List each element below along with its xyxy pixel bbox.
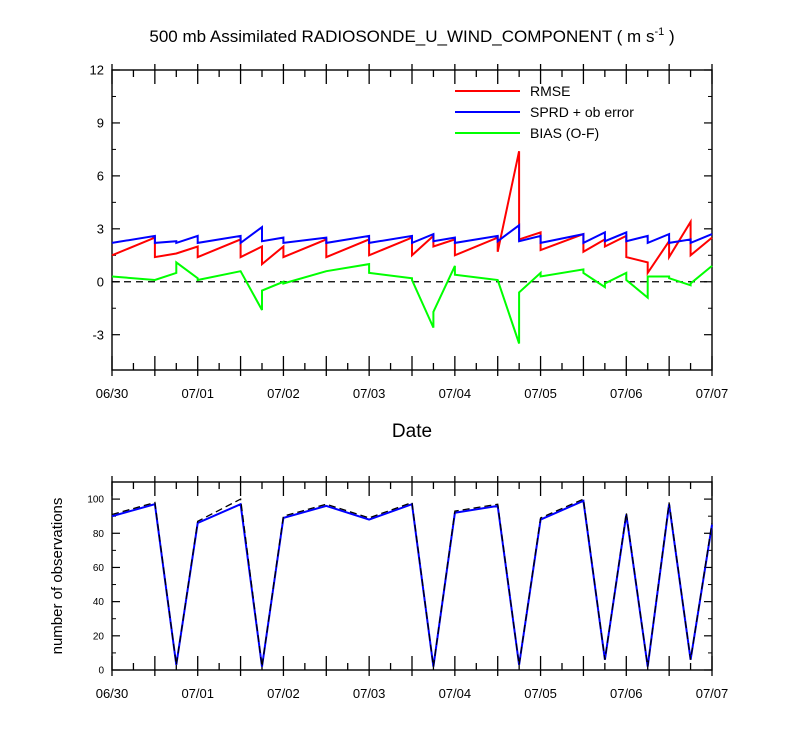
y-tick-label: 3 (97, 221, 104, 236)
x-tick-label: 07/03 (353, 686, 386, 701)
x-tick-label: 07/01 (181, 686, 214, 701)
y-tick-label: 12 (90, 63, 104, 78)
y-tick-label: 20 (93, 631, 105, 642)
bottom-plot-area: 0 20 40 60 80 100 06/30 07/01 07/02 07/03 07/04 07… (87, 476, 728, 701)
y-tick-label: 9 (97, 115, 104, 130)
y-tick-label: 60 (93, 563, 105, 574)
x-tick-label: 07/04 (439, 686, 472, 701)
y-tick-label: 0 (98, 666, 104, 677)
x-tick-label: 07/07 (696, 386, 729, 401)
x-tick-label: 07/06 (610, 386, 643, 401)
chart-title-sup: -1 (654, 26, 664, 38)
x-tick-label: 06/30 (96, 386, 129, 401)
top-x-ticks: 06/30 07/01 07/02 07/03 07/04 07/05 07/06 07/07 (96, 64, 729, 401)
chart-title: 500 mb Assimilated RADIOSONDE_U_WIND_COM… (149, 26, 674, 46)
top-series-group (111, 150, 713, 344)
x-tick-label: 07/02 (267, 686, 300, 701)
chart-title-end: ) (664, 27, 674, 46)
x-tick-label: 07/07 (696, 686, 729, 701)
series-line-obs-assimilated (111, 499, 713, 667)
legend-label: RMSE (530, 83, 570, 99)
y-tick-label: 6 (97, 168, 104, 183)
x-tick-label: 06/30 (96, 686, 129, 701)
bottom-series-group (111, 498, 713, 667)
x-tick-label: 07/04 (439, 386, 472, 401)
x-tick-label: 07/05 (524, 686, 557, 701)
series-line-sprd-ob-error (111, 223, 713, 245)
y-axis-label-observations: number of observations (49, 498, 66, 655)
y-tick-label: 100 (87, 495, 104, 506)
series-line-obs-possible (111, 498, 713, 667)
series-line-bias-o-f (111, 260, 713, 344)
legend: RMSE SPRD + ob error BIAS (O-F) (455, 83, 634, 141)
x-tick-label: 07/01 (181, 386, 214, 401)
x-tick-label: 07/05 (524, 386, 557, 401)
x-tick-label: 07/06 (610, 686, 643, 701)
x-tick-label: 07/02 (267, 386, 300, 401)
y-tick-label: -3 (92, 327, 104, 342)
x-tick-label: 07/03 (353, 386, 386, 401)
bottom-y-ticks: 0 20 40 60 80 100 (87, 495, 712, 677)
y-tick-label: 80 (93, 529, 105, 540)
legend-label: SPRD + ob error (530, 104, 634, 120)
y-tick-label: 0 (97, 274, 104, 289)
series-line-rmse (111, 150, 713, 277)
y-tick-label: 40 (93, 597, 105, 608)
legend-label: BIAS (O-F) (530, 125, 599, 141)
chart-title-text: 500 mb Assimilated RADIOSONDE_U_WIND_COM… (149, 27, 654, 46)
x-axis-label: Date (392, 421, 432, 442)
